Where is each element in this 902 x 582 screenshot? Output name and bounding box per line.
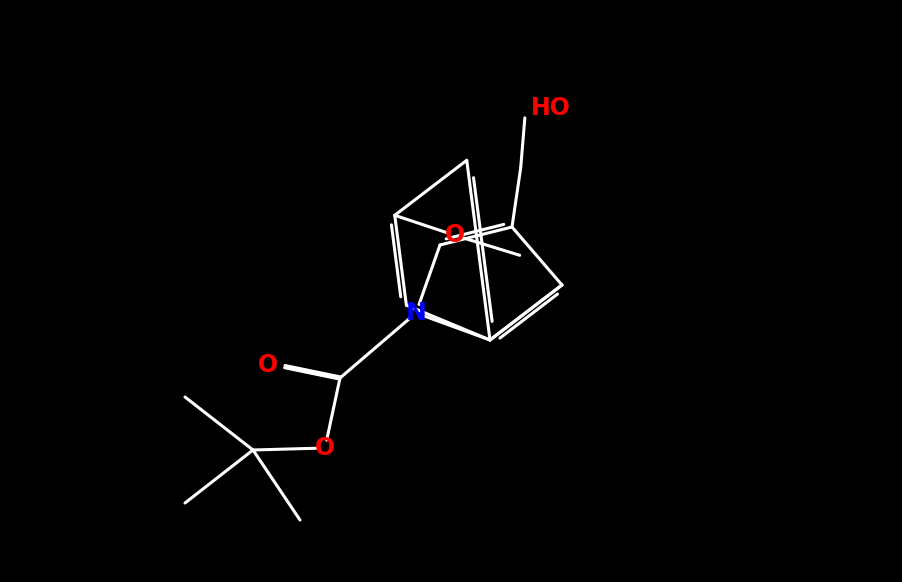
Text: O: O (444, 223, 465, 247)
Text: N: N (405, 301, 426, 325)
Text: HO: HO (530, 96, 570, 120)
Text: O: O (315, 436, 335, 460)
Text: O: O (258, 353, 278, 377)
